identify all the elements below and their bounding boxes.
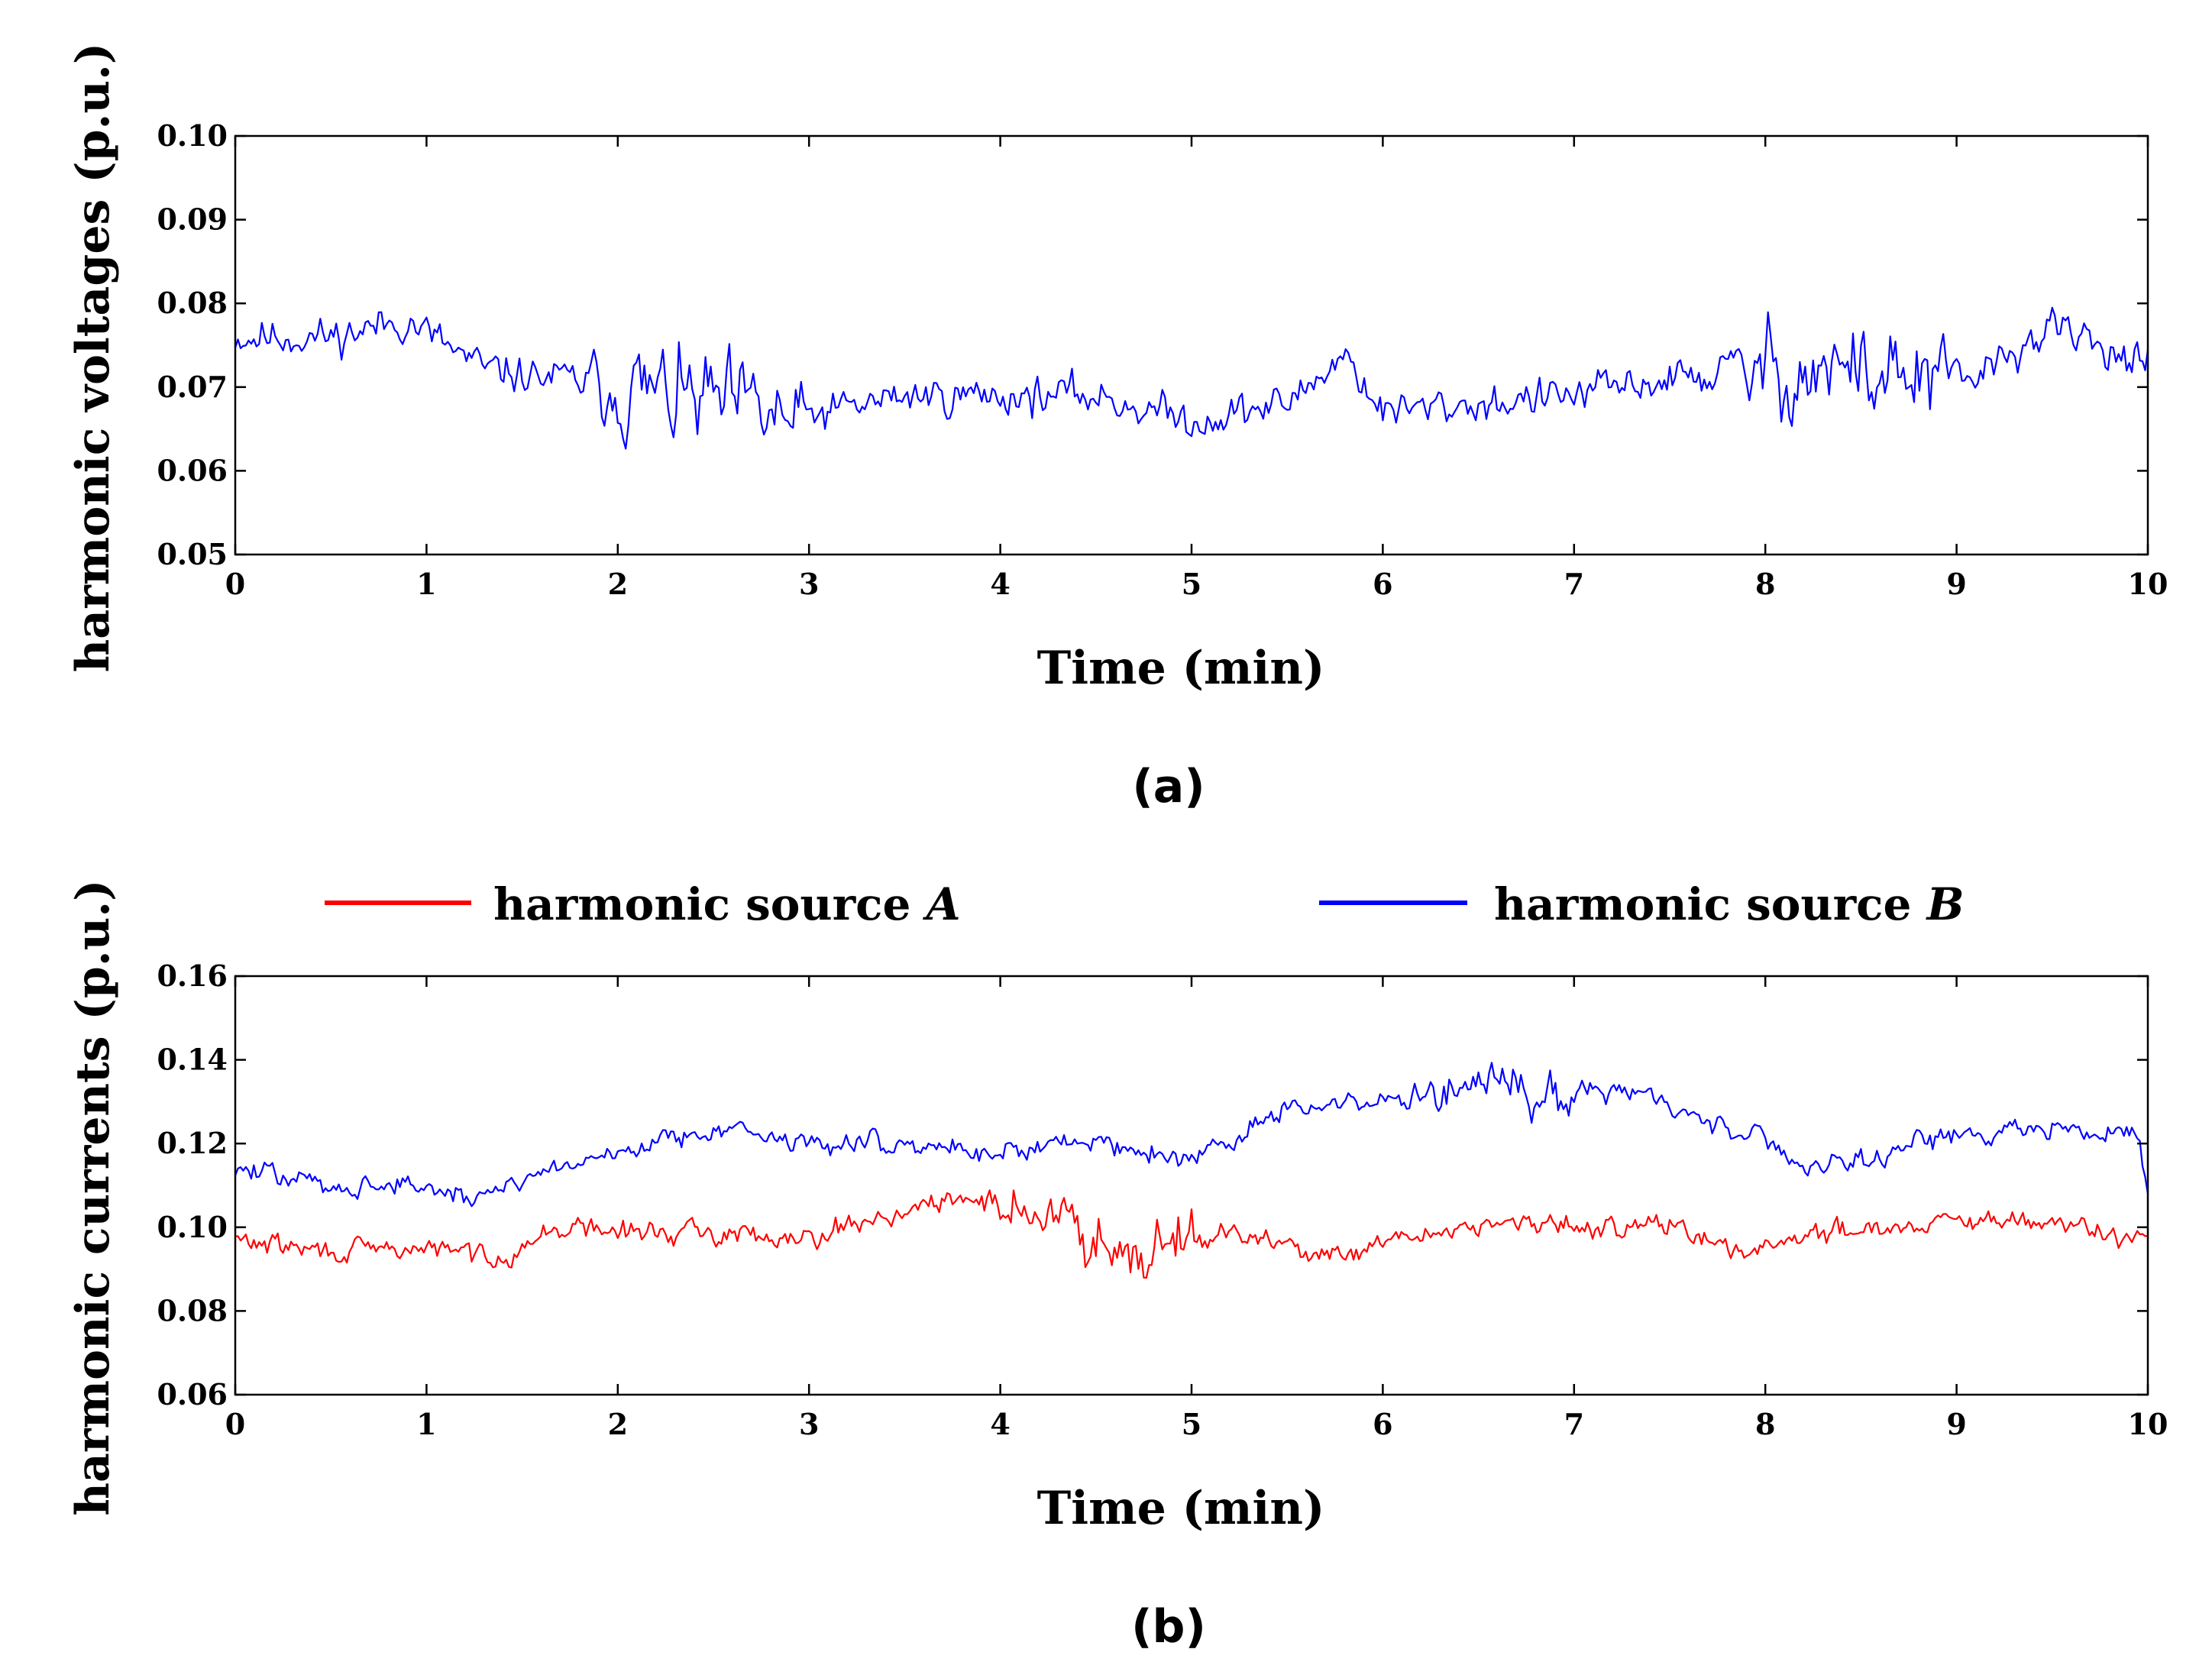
chart-panel-b: harmonic source A harmonic source B harm… xyxy=(66,878,2168,1654)
x-tick-label-b-10: 10 xyxy=(2128,1407,2168,1441)
y-tick-label-a-3: 0.08 xyxy=(157,286,228,320)
x-tick-label-a-2: 2 xyxy=(608,567,628,601)
y-tick-label-b-1: 0.08 xyxy=(157,1293,228,1327)
y-tick-label-b-3: 0.12 xyxy=(157,1126,228,1160)
legend-label-source-b-symbol: B xyxy=(1926,878,1965,930)
x-tick-label-a-10: 10 xyxy=(2128,567,2168,601)
x-tick-label-a-8: 8 xyxy=(1755,567,1775,601)
x-axis-title-a: Time (min) xyxy=(1037,642,1325,695)
series-line-a-1 xyxy=(234,306,2149,450)
x-axis-title-b: Time (min) xyxy=(1037,1482,1325,1535)
x-tick-label-b-9: 9 xyxy=(1946,1407,1966,1441)
y-tick-label-a-5: 0.10 xyxy=(157,118,228,153)
y-axis-title-a: harmonic voltages (p.u.) xyxy=(66,43,120,673)
x-tick-label-b-6: 6 xyxy=(1373,1407,1392,1441)
legend-label-source-b: harmonic source B xyxy=(1494,878,1965,930)
x-tick-label-a-5: 5 xyxy=(1182,567,1201,601)
chart-panel-a: harmonic voltages (p.u.) Time (min) (a) … xyxy=(66,43,2168,813)
x-tick-label-a-1: 1 xyxy=(416,567,436,601)
x-tick-label-b-7: 7 xyxy=(1564,1407,1584,1441)
x-tick-label-a-6: 6 xyxy=(1373,567,1392,601)
x-tick-label-b-4: 4 xyxy=(990,1407,1010,1441)
x-tick-label-b-8: 8 xyxy=(1755,1407,1775,1441)
x-tick-label-b-3: 3 xyxy=(799,1407,819,1441)
legend-label-source-b-text: harmonic source xyxy=(1494,878,1927,930)
series-line-b-2 xyxy=(234,1062,2149,1208)
y-tick-label-b-0: 0.06 xyxy=(157,1377,228,1411)
legend-label-source-a-symbol: A xyxy=(923,878,961,930)
y-tick-label-a-4: 0.09 xyxy=(157,202,228,237)
y-tick-label-a-0: 0.05 xyxy=(157,537,228,571)
x-tick-label-b-5: 5 xyxy=(1182,1407,1201,1441)
x-tick-label-a-7: 7 xyxy=(1564,567,1584,601)
panel-label-b: (b) xyxy=(1131,1600,1206,1654)
y-tick-label-b-2: 0.10 xyxy=(157,1210,228,1244)
x-tick-label-b-0: 0 xyxy=(225,1407,245,1441)
y-tick-label-a-1: 0.06 xyxy=(157,453,228,487)
y-tick-label-b-4: 0.14 xyxy=(157,1043,228,1077)
y-axis-title-b: harmonic currents (p.u.) xyxy=(66,879,120,1515)
x-tick-label-a-3: 3 xyxy=(799,567,819,601)
legend-label-source-a: harmonic source A xyxy=(493,878,961,930)
x-tick-label-b-2: 2 xyxy=(608,1407,628,1441)
series-line-b-1 xyxy=(234,1189,2149,1279)
x-tick-label-a-9: 9 xyxy=(1946,567,1966,601)
panel-label-a: (a) xyxy=(1132,760,1205,813)
y-tick-label-b-5: 0.16 xyxy=(157,959,228,993)
x-tick-label-a-0: 0 xyxy=(225,567,245,601)
y-tick-label-a-2: 0.07 xyxy=(157,370,228,404)
legend-label-source-a-text: harmonic source xyxy=(493,878,927,930)
x-tick-label-b-1: 1 xyxy=(416,1407,436,1441)
x-tick-label-a-4: 4 xyxy=(990,567,1010,601)
legend: harmonic source A harmonic source B xyxy=(325,878,1965,930)
